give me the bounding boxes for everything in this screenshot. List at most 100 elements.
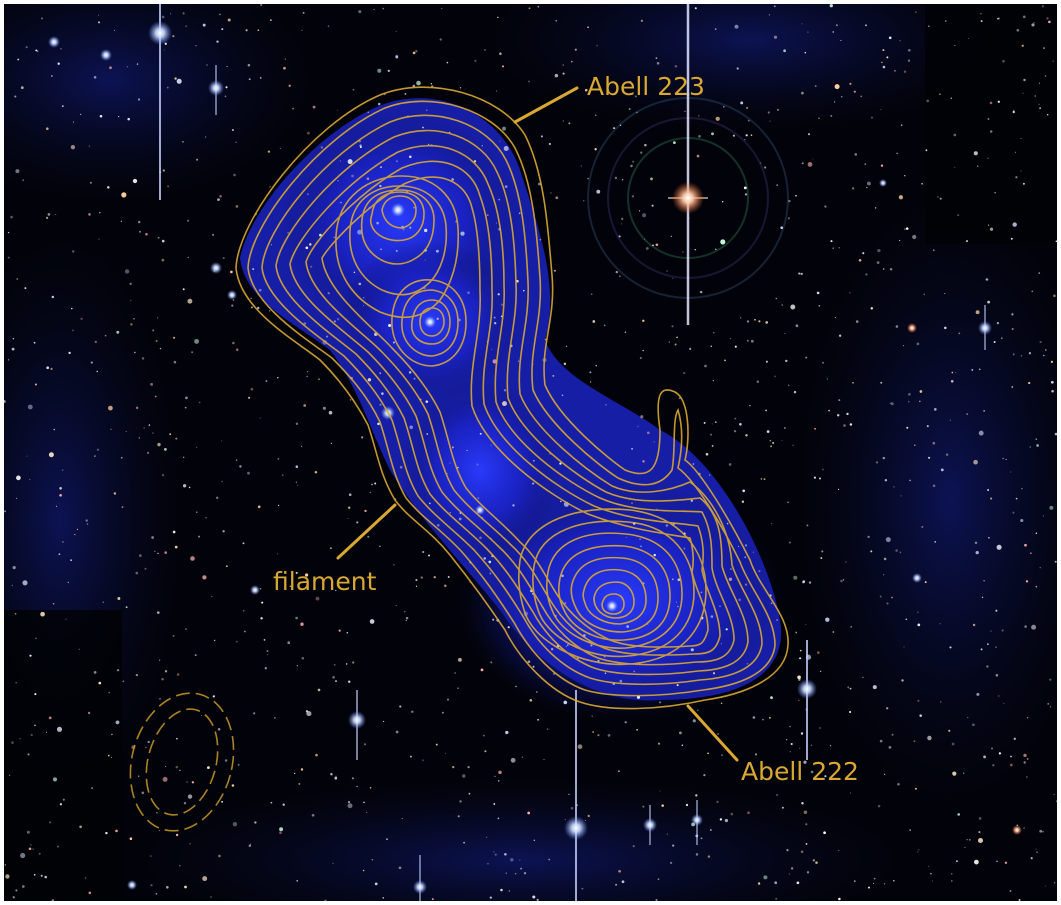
- field-star: [457, 687, 459, 689]
- field-star: [55, 213, 57, 216]
- field-star: [332, 675, 335, 679]
- field-star: [957, 813, 961, 816]
- field-star: [877, 248, 881, 253]
- field-star: [503, 146, 509, 151]
- field-star: [165, 765, 167, 768]
- field-star: [672, 277, 674, 279]
- field-star: [906, 426, 909, 429]
- field-star: [500, 888, 503, 892]
- field-star: [454, 672, 456, 674]
- field-star: [444, 584, 447, 588]
- field-star: [694, 7, 697, 10]
- field-star: [991, 747, 993, 750]
- field-star: [347, 517, 349, 519]
- field-star: [1013, 737, 1016, 740]
- field-star: [252, 268, 255, 271]
- field-star: [766, 430, 770, 433]
- field-star: [395, 160, 398, 163]
- field-star: [263, 639, 266, 641]
- field-star: [51, 75, 53, 77]
- field-star: [437, 524, 440, 527]
- field-star: [603, 324, 606, 327]
- field-star: [1054, 560, 1057, 563]
- field-star: [523, 289, 525, 292]
- field-star: [853, 90, 856, 93]
- field-star: [594, 114, 597, 116]
- field-star: [895, 325, 899, 328]
- field-star: [1026, 776, 1028, 778]
- field-star: [824, 205, 827, 208]
- contour-line: [360, 189, 435, 265]
- field-star: [1039, 341, 1042, 344]
- field-star: [1039, 107, 1041, 110]
- field-star: [187, 256, 189, 258]
- field-star: [306, 711, 312, 717]
- field-star: [537, 718, 539, 721]
- field-star: [305, 573, 309, 577]
- field-star: [315, 596, 320, 601]
- field-star: [41, 17, 43, 20]
- field-star: [395, 54, 399, 58]
- field-star: [311, 813, 315, 817]
- field-star: [734, 430, 737, 433]
- field-star: [258, 288, 262, 292]
- field-star: [882, 65, 886, 69]
- field-star: [494, 322, 497, 325]
- field-star: [35, 637, 37, 640]
- field-star: [86, 523, 89, 525]
- field-star: [954, 166, 956, 169]
- field-star: [96, 448, 100, 451]
- field-star: [877, 804, 881, 808]
- field-star: [71, 307, 73, 310]
- field-star: [873, 877, 876, 880]
- field-star: [88, 213, 91, 216]
- field-star: [141, 791, 145, 795]
- field-star: [333, 236, 335, 239]
- field-star: [950, 880, 953, 882]
- field-star: [135, 673, 139, 677]
- field-star: [1020, 518, 1024, 523]
- field-star: [277, 458, 280, 460]
- field-star: [503, 389, 507, 392]
- field-star: [593, 77, 595, 79]
- field-star: [310, 265, 313, 268]
- field-star: [796, 881, 800, 885]
- field-star: [367, 378, 372, 382]
- field-star: [488, 560, 492, 564]
- field-star: [347, 803, 353, 809]
- field-star: [653, 553, 656, 557]
- field-star: [734, 24, 739, 29]
- field-star: [615, 270, 619, 274]
- field-star: [11, 347, 15, 351]
- field-star: [59, 487, 62, 490]
- field-star: [950, 379, 954, 383]
- field-star: [992, 764, 995, 767]
- field-star: [202, 876, 208, 882]
- field-star: [1044, 885, 1046, 887]
- field-star: [832, 31, 834, 33]
- field-star: [248, 396, 251, 399]
- field-star: [521, 756, 524, 759]
- field-star: [51, 295, 55, 299]
- field-star: [996, 321, 1000, 325]
- field-star: [296, 879, 299, 882]
- field-star: [780, 226, 784, 230]
- field-star: [966, 413, 969, 416]
- field-star: [930, 872, 932, 875]
- field-star: [714, 28, 717, 30]
- field-star: [205, 136, 207, 138]
- field-star: [972, 623, 976, 627]
- field-star: [814, 85, 817, 87]
- field-star: [88, 145, 91, 147]
- field-star: [159, 659, 161, 661]
- field-star: [1022, 15, 1026, 19]
- field-star: [668, 341, 671, 343]
- field-star: [1015, 497, 1018, 500]
- field-star: [11, 741, 14, 744]
- field-star: [351, 174, 354, 178]
- field-star: [8, 774, 11, 776]
- field-star: [104, 334, 107, 337]
- field-star: [1024, 543, 1027, 547]
- field-star: [447, 473, 449, 475]
- field-star: [565, 645, 568, 648]
